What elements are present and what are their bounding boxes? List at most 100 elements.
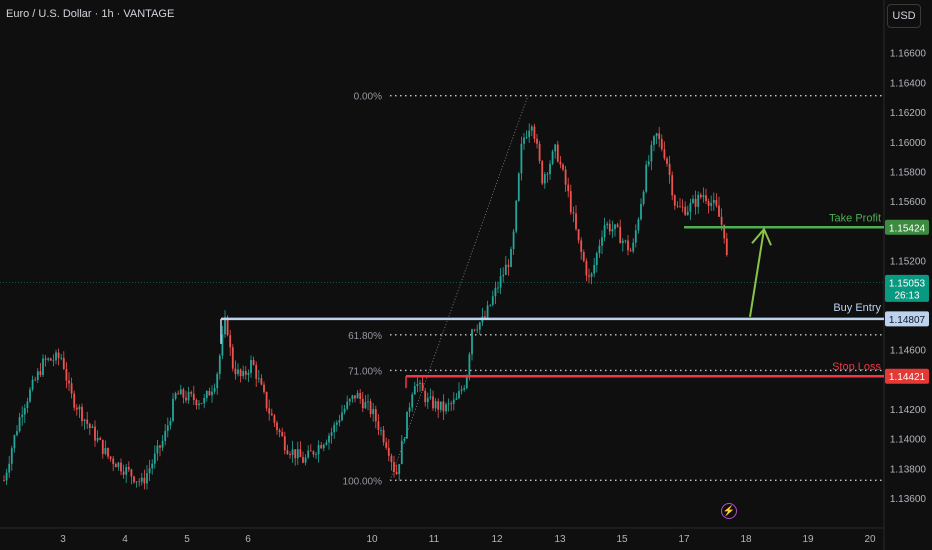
lightning-icon[interactable]: ⚡ (721, 503, 737, 519)
candle-body (328, 435, 330, 443)
candle-body (62, 357, 65, 369)
candle-body (148, 468, 151, 474)
candle-body (278, 430, 281, 433)
candle-body (588, 275, 590, 277)
candle-body (21, 414, 24, 418)
candle-body (88, 423, 91, 429)
x-tick-label: 11 (429, 534, 440, 545)
y-tick-label: 1.14600 (890, 346, 927, 357)
candle-body (507, 264, 510, 267)
candle-body (52, 360, 55, 362)
candle-body (471, 329, 473, 355)
candle-body (458, 391, 460, 399)
candle-body (598, 245, 601, 254)
y-tick-label: 1.13800 (890, 464, 927, 475)
x-tick-label: 20 (864, 534, 876, 545)
candle-body (478, 322, 481, 330)
candle-body (281, 432, 284, 437)
candle-body (629, 250, 632, 252)
candle-body (637, 219, 640, 231)
candle-body (3, 480, 5, 482)
candle-body (621, 240, 624, 244)
candle-body (611, 229, 614, 232)
candle-body (55, 352, 57, 361)
candle-body (585, 260, 588, 276)
candle-body (387, 447, 390, 456)
candle-body (390, 455, 393, 463)
candle-body (702, 195, 705, 198)
candle-body (242, 371, 245, 377)
candle-body (109, 456, 112, 459)
candle-body (200, 403, 203, 405)
candle-body (34, 379, 37, 381)
candle-body (198, 403, 200, 406)
candle-body (169, 420, 172, 426)
candle-body (369, 401, 372, 415)
candle-body (31, 379, 34, 390)
candle-body (36, 371, 39, 380)
fib-level-label: 71.00% (348, 366, 382, 377)
candle-body (554, 144, 557, 152)
candle-body (538, 143, 541, 162)
candle-body (322, 444, 325, 449)
stop-loss-label: Stop Loss (832, 361, 881, 373)
candle-body (75, 407, 78, 410)
candle-body (164, 430, 167, 441)
candle-body (57, 352, 60, 358)
candle-body (122, 471, 125, 475)
target-arrow-shaft (749, 229, 765, 318)
candle-body (668, 163, 671, 176)
candle-body (81, 406, 83, 422)
buy-entry-badge-bg (885, 311, 929, 327)
y-tick-label: 1.13600 (890, 494, 927, 505)
candle-body (244, 371, 247, 375)
candle-body (156, 445, 159, 454)
candle-body (624, 240, 627, 242)
candle-body (99, 437, 102, 440)
candle-body (502, 274, 505, 277)
candle-body (520, 143, 523, 174)
candle-body (517, 173, 520, 201)
candle-body (653, 136, 655, 145)
candle-body (317, 445, 320, 455)
candle-body (203, 398, 206, 404)
candle-body (367, 401, 369, 403)
candle-body (309, 450, 312, 452)
candle-body (263, 384, 265, 392)
candle-body (606, 223, 609, 226)
candle-body (447, 403, 450, 405)
candle-body (510, 248, 512, 267)
candle-body (723, 224, 726, 239)
candle-body (325, 442, 328, 445)
candle-body (187, 392, 190, 401)
candle-body (642, 191, 645, 204)
candle-body (692, 198, 694, 204)
currency-button[interactable]: USD (887, 4, 921, 28)
candle-body (445, 404, 447, 412)
candle-body (161, 440, 164, 448)
candle-body (614, 224, 616, 230)
candle-body (78, 406, 81, 410)
candle-body (476, 329, 479, 331)
candle-body (590, 273, 593, 277)
candle-body (398, 464, 401, 475)
candle-body (647, 161, 650, 165)
candle-body (567, 184, 570, 192)
candle-body (260, 378, 263, 385)
candle-body (577, 229, 580, 241)
candle-body (68, 380, 70, 384)
candle-body (125, 467, 128, 475)
candle-body (73, 393, 76, 408)
candle-body (546, 174, 549, 175)
candle-body (343, 408, 346, 413)
candle-body (237, 369, 239, 375)
candle-body (174, 393, 177, 399)
candle-body (679, 206, 681, 208)
current-price-badge: 1.15053 (889, 278, 926, 289)
candle-body (16, 431, 18, 436)
y-tick-label: 1.16200 (890, 108, 927, 119)
candle-body (159, 445, 161, 448)
candle-body (140, 477, 143, 482)
candle-body (44, 358, 47, 360)
